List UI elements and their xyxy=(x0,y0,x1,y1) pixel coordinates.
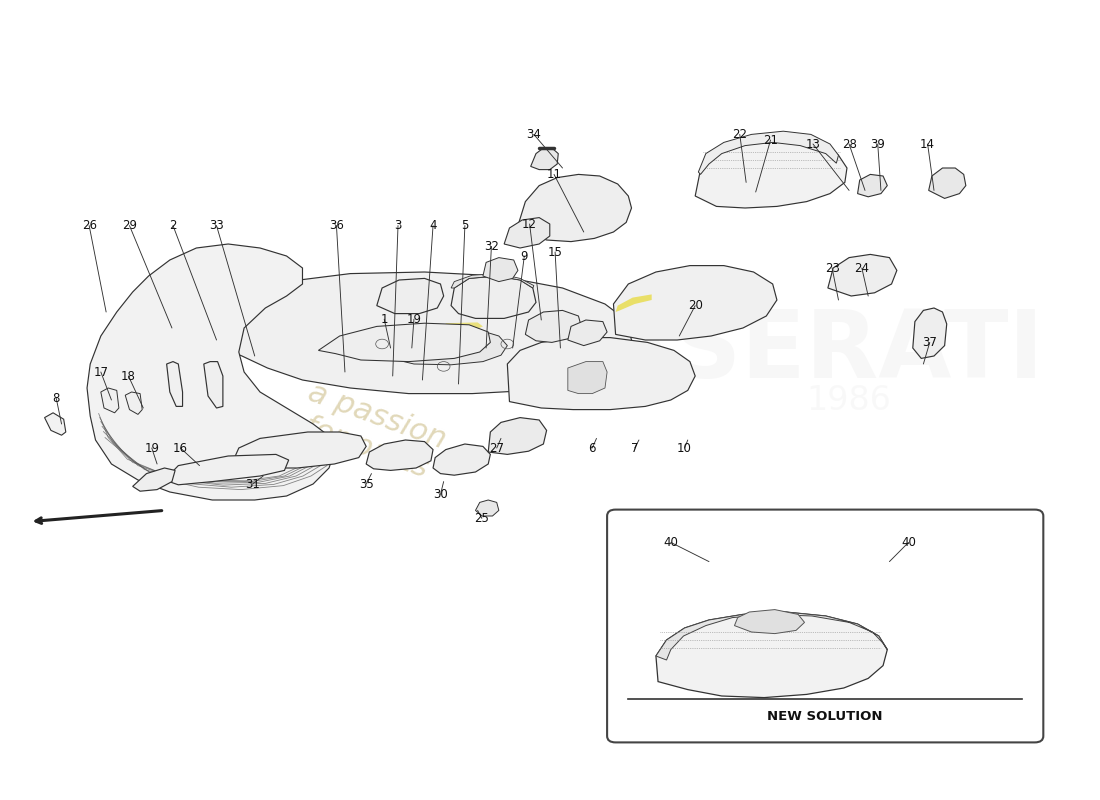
Polygon shape xyxy=(568,362,607,394)
Text: 25: 25 xyxy=(474,512,490,525)
FancyBboxPatch shape xyxy=(607,510,1043,742)
Text: 6: 6 xyxy=(588,442,596,454)
Polygon shape xyxy=(45,413,66,435)
Text: 40: 40 xyxy=(901,536,916,549)
Text: 21: 21 xyxy=(763,134,778,146)
Text: 18: 18 xyxy=(121,370,136,382)
Text: 9: 9 xyxy=(520,250,528,262)
Polygon shape xyxy=(504,218,550,248)
Text: 31: 31 xyxy=(245,478,260,490)
Polygon shape xyxy=(530,148,559,170)
Text: 27: 27 xyxy=(490,442,504,454)
Text: a passion
for parts: a passion for parts xyxy=(293,378,450,486)
Text: 8: 8 xyxy=(53,392,59,405)
Polygon shape xyxy=(233,432,366,468)
Polygon shape xyxy=(928,168,966,198)
Text: 11: 11 xyxy=(547,168,561,181)
Text: 24: 24 xyxy=(855,262,869,274)
Polygon shape xyxy=(735,610,804,634)
Text: 32: 32 xyxy=(484,240,498,253)
Text: 30: 30 xyxy=(433,488,448,501)
Polygon shape xyxy=(451,274,534,288)
Text: 1986: 1986 xyxy=(806,383,891,417)
Polygon shape xyxy=(695,139,847,208)
Text: 2: 2 xyxy=(169,219,177,232)
Text: 16: 16 xyxy=(173,442,188,454)
Polygon shape xyxy=(488,418,547,454)
Text: 3: 3 xyxy=(394,219,402,232)
Text: 12: 12 xyxy=(522,218,537,230)
Text: 35: 35 xyxy=(359,478,374,490)
Polygon shape xyxy=(451,276,536,318)
Text: 23: 23 xyxy=(825,262,839,274)
Text: 13: 13 xyxy=(805,138,821,150)
Text: 1: 1 xyxy=(381,313,388,326)
Text: 22: 22 xyxy=(733,128,747,141)
Polygon shape xyxy=(568,320,607,346)
Text: 7: 7 xyxy=(631,442,638,454)
Polygon shape xyxy=(165,454,288,485)
Text: NEW SOLUTION: NEW SOLUTION xyxy=(768,710,883,723)
Text: 14: 14 xyxy=(920,138,935,150)
Text: 4: 4 xyxy=(429,219,437,232)
Polygon shape xyxy=(698,131,838,174)
Text: 29: 29 xyxy=(122,219,138,232)
Polygon shape xyxy=(475,500,498,516)
Polygon shape xyxy=(101,388,119,413)
Polygon shape xyxy=(614,266,777,340)
Polygon shape xyxy=(518,174,631,242)
Polygon shape xyxy=(483,258,518,282)
Polygon shape xyxy=(507,338,695,410)
Text: 5: 5 xyxy=(461,219,469,232)
Text: 39: 39 xyxy=(870,138,886,150)
Polygon shape xyxy=(526,310,582,342)
Text: 40: 40 xyxy=(663,536,679,549)
Polygon shape xyxy=(828,254,896,296)
Text: 17: 17 xyxy=(94,366,108,378)
Polygon shape xyxy=(366,440,433,470)
Polygon shape xyxy=(125,392,142,414)
Text: 34: 34 xyxy=(527,128,541,141)
Text: 26: 26 xyxy=(81,219,97,232)
Text: MASERATI: MASERATI xyxy=(506,306,1044,398)
Text: 37: 37 xyxy=(922,336,937,349)
Polygon shape xyxy=(318,323,491,362)
Polygon shape xyxy=(858,174,888,197)
Text: 36: 36 xyxy=(329,219,344,232)
Text: 15: 15 xyxy=(548,246,562,258)
Text: 19: 19 xyxy=(406,313,421,326)
Polygon shape xyxy=(656,612,888,660)
Text: 20: 20 xyxy=(688,299,703,312)
Polygon shape xyxy=(433,444,491,475)
Polygon shape xyxy=(166,362,183,406)
Polygon shape xyxy=(377,328,507,365)
Text: 19: 19 xyxy=(144,442,159,454)
Polygon shape xyxy=(212,272,631,394)
Polygon shape xyxy=(133,468,175,491)
Polygon shape xyxy=(913,308,947,358)
Polygon shape xyxy=(443,322,483,330)
Polygon shape xyxy=(377,278,443,314)
Polygon shape xyxy=(87,244,334,500)
Polygon shape xyxy=(204,362,223,408)
Text: 10: 10 xyxy=(678,442,692,454)
Text: 28: 28 xyxy=(842,138,857,150)
Polygon shape xyxy=(616,294,651,312)
Polygon shape xyxy=(656,612,888,698)
Text: 33: 33 xyxy=(209,219,224,232)
